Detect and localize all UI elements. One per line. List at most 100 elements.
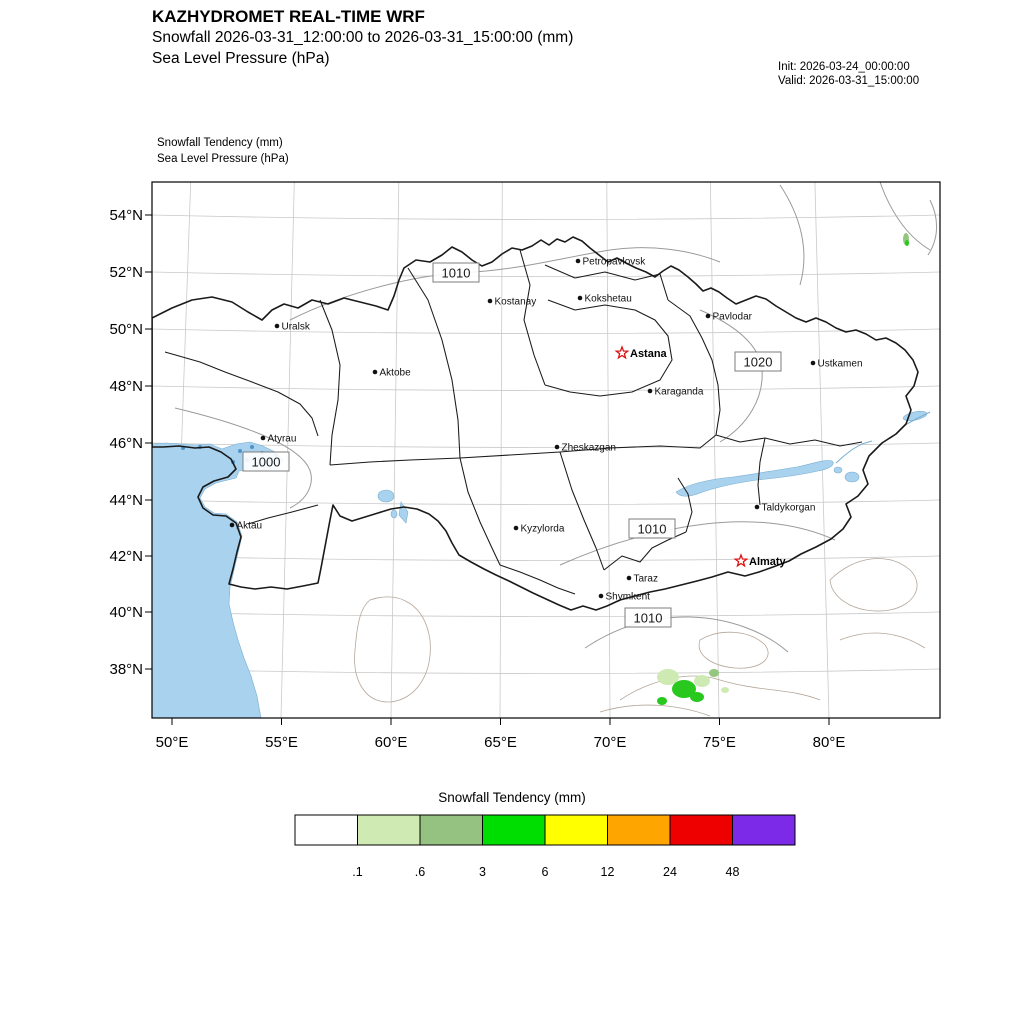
city-dot [554, 444, 560, 450]
lat-axis: 54°N 52°N 50°N 48°N 46°N 44°N 42°N 40°N … [109, 207, 152, 678]
city-petropavlovsk: Petropavlovsk [575, 257, 647, 268]
city-dot [229, 522, 235, 528]
init-time: Init: 2026-03-24_00:00:00 [778, 61, 910, 73]
colorbar-cell [669, 814, 733, 846]
svg-text:52°N: 52°N [109, 264, 143, 281]
city-dot [260, 435, 266, 441]
page-title: KAZHYDROMET REAL-TIME WRF [152, 7, 425, 26]
colorbar-tick: 3 [479, 865, 486, 879]
colorbar-cell [357, 814, 421, 846]
city-ustkamen: Ustkamen [810, 359, 863, 370]
svg-text:54°N: 54°N [109, 207, 143, 224]
city-dot [575, 258, 581, 264]
city-pavlodar: Pavlodar [705, 312, 753, 323]
lake-alakol [844, 471, 860, 483]
lake-zaysan [902, 411, 928, 421]
svg-text:1010: 1010 [638, 522, 667, 537]
pressure-label-1010-north: 1010 [432, 262, 480, 283]
city-atyrau: Atyrau [260, 434, 297, 445]
map-area: 1010 1020 1000 1010 1010 Petropavlovs [152, 182, 940, 718]
ili-river [835, 440, 873, 464]
city-dot [598, 593, 604, 599]
run-times: Init: 2026-03-24_00:00:00 Valid: 2026-03… [778, 60, 919, 89]
colorbar-tick: 48 [726, 865, 740, 879]
svg-text:Almaty: Almaty [749, 556, 787, 568]
lon-axis: 50°E 55°E 60°E 65°E 70°E 75°E 80°E [156, 718, 846, 751]
svg-text:40°N: 40°N [109, 604, 143, 621]
colorbar-title: Snowfall Tendency (mm) [438, 790, 586, 805]
svg-text:Atyrau: Atyrau [268, 434, 297, 445]
city-aktau: Aktau [229, 521, 263, 532]
svg-text:Aktobe: Aktobe [380, 368, 412, 379]
svg-text:48°N: 48°N [109, 378, 143, 395]
region-borders [164, 249, 863, 595]
city-dot [810, 360, 816, 366]
city-dot [372, 369, 378, 375]
colorbar-tick: 24 [663, 865, 677, 879]
map-key: Snowfall Tendency (mm) Sea Level Pressur… [157, 135, 289, 167]
colorbar-cell [419, 814, 483, 846]
svg-text:Ustkamen: Ustkamen [818, 359, 863, 370]
capital-star-icon [614, 345, 630, 360]
svg-text:Astana: Astana [630, 348, 668, 360]
pressure-label-1020-east: 1020 [734, 351, 782, 372]
city-taldykorgan: Taldykorgan [754, 503, 816, 514]
svg-text:1000: 1000 [252, 455, 281, 470]
svg-text:65°E: 65°E [484, 734, 517, 751]
svg-text:Karaganda: Karaganda [655, 387, 704, 398]
header-snowfall-line: Snowfall 2026-03-31_12:00:00 to 2026-03-… [152, 29, 574, 47]
colorbar-tick: 6 [542, 865, 549, 879]
pressure-label-1010-central: 1010 [628, 518, 676, 539]
colorbar-cell [732, 814, 796, 846]
city-dot [754, 504, 760, 510]
svg-text:42°N: 42°N [109, 548, 143, 565]
city-karaganda: Karaganda [647, 387, 704, 398]
city-dot [647, 388, 653, 394]
city-uralsk: Uralsk [274, 322, 311, 333]
svg-text:70°E: 70°E [594, 734, 627, 751]
svg-text:80°E: 80°E [813, 734, 846, 751]
terrain-contours [354, 558, 926, 717]
svg-text:Taldykorgan: Taldykorgan [762, 503, 816, 514]
city-aktobe: Aktobe [372, 368, 412, 379]
svg-text:44°N: 44°N [109, 492, 143, 509]
svg-text:Zheskazgan: Zheskazgan [562, 443, 616, 454]
svg-text:55°E: 55°E [265, 734, 298, 751]
svg-text:Kokshetau: Kokshetau [585, 294, 632, 305]
lake-balkhash [675, 460, 834, 497]
svg-text:46°N: 46°N [109, 435, 143, 452]
snowfall-patches [657, 233, 909, 705]
svg-text:Pavlodar: Pavlodar [713, 312, 753, 323]
lake-sasykkol [833, 466, 843, 474]
city-dot [487, 298, 493, 304]
svg-text:1020: 1020 [744, 355, 773, 370]
colorbar-tick: .6 [415, 865, 425, 879]
kazakhstan-border [152, 236, 919, 611]
colorbar-cell [607, 814, 671, 846]
caspian-sea [152, 441, 284, 718]
svg-text:Taraz: Taraz [634, 574, 658, 585]
valid-time: Valid: 2026-03-31_15:00:00 [778, 75, 920, 88]
city-dot [577, 295, 583, 301]
svg-text:Petropavlovsk: Petropavlovsk [583, 257, 647, 268]
river-northeast [904, 411, 931, 426]
svg-text:Aktau: Aktau [237, 521, 263, 532]
city-dot [274, 323, 280, 329]
svg-text:Kyzylorda: Kyzylorda [521, 524, 565, 535]
colorbar-cell [482, 814, 546, 846]
svg-text:38°N: 38°N [109, 661, 143, 678]
colorbar-tick: 12 [601, 865, 615, 879]
city-kostanay: Kostanay [487, 297, 537, 308]
header-pressure-line: Sea Level Pressure (hPa) [152, 49, 330, 67]
graticule [152, 182, 940, 718]
city-kokshetau: Kokshetau [577, 294, 632, 305]
svg-text:1010: 1010 [442, 266, 471, 281]
svg-text:Shymkent: Shymkent [606, 592, 651, 603]
capital-almaty: Almaty [733, 553, 787, 568]
svg-text:Uralsk: Uralsk [282, 322, 311, 333]
svg-text:50°E: 50°E [156, 734, 189, 751]
city-dot [705, 313, 711, 319]
svg-text:Kostanay: Kostanay [495, 297, 537, 308]
